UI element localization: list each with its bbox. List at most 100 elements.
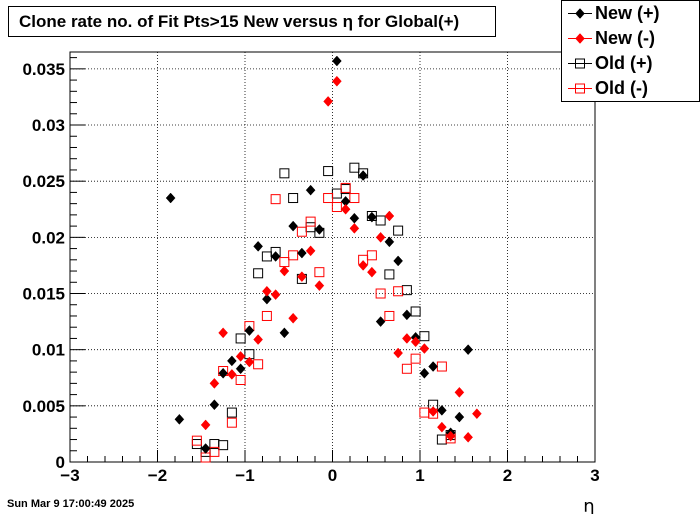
data-point <box>297 247 307 259</box>
legend-entry: New (-) <box>562 26 699 51</box>
legend-entry: Old (+) <box>562 51 699 76</box>
data-point <box>437 404 447 416</box>
data-point <box>235 363 246 375</box>
data-point <box>200 452 211 463</box>
data-point <box>288 312 298 324</box>
legend-label: New (+) <box>595 3 660 23</box>
data-point <box>279 327 290 339</box>
y-tick-label: 0.005 <box>22 397 65 416</box>
data-point <box>297 271 307 283</box>
data-point <box>323 96 333 107</box>
legend-marker <box>575 33 585 44</box>
axis-ticks: −3 −2 −1 0 1 2 3 0 0.005 0.01 0.015 0.02 0.025 0.03 0.… <box>22 57 600 485</box>
data-point <box>262 293 272 305</box>
legend-marker <box>575 8 585 19</box>
data-point <box>349 193 360 204</box>
data-point <box>226 417 237 428</box>
data-point <box>305 184 316 196</box>
data-point <box>227 355 237 367</box>
data-point <box>218 440 229 451</box>
y-tick-label: 0.02 <box>32 228 65 247</box>
data-point <box>226 407 237 418</box>
data-point <box>472 408 482 420</box>
data-point <box>349 222 360 234</box>
chart-title: Clone rate no. of Fit Pts>15 New versus … <box>8 6 496 37</box>
data-point <box>209 399 220 411</box>
data-point <box>253 334 263 345</box>
data-point <box>428 361 438 372</box>
series-3 <box>191 182 456 463</box>
data-point <box>410 336 421 348</box>
data-point <box>235 333 246 344</box>
data-point <box>332 75 342 87</box>
data-point <box>393 286 404 297</box>
data-point <box>323 166 334 177</box>
data-point <box>296 226 307 237</box>
legend: New (+) New (-) Old (+) Old (-) <box>561 0 700 102</box>
legend-symbol <box>568 8 592 19</box>
x-tick-label: 1 <box>415 466 424 485</box>
data-point <box>305 222 316 233</box>
data-point <box>384 210 395 222</box>
data-point <box>436 361 447 372</box>
data-point <box>209 377 220 389</box>
data-point <box>288 220 298 232</box>
data-point <box>463 344 473 356</box>
data-point <box>384 236 395 248</box>
legend-entry: New (+) <box>562 1 699 26</box>
data-point <box>305 245 316 257</box>
x-axis-label: η <box>583 496 594 514</box>
data-point <box>323 193 334 204</box>
data-point <box>270 289 281 301</box>
data-point <box>402 309 412 321</box>
legend-marker <box>575 83 585 94</box>
data-point <box>375 288 386 299</box>
y-tick-label: 0 <box>56 453 65 472</box>
data-point <box>305 216 316 227</box>
x-tick-label: −2 <box>148 466 167 485</box>
data-point <box>244 356 255 368</box>
data-point <box>410 353 421 364</box>
data-point <box>200 443 211 454</box>
data-point <box>419 407 430 418</box>
data-point <box>375 316 386 327</box>
data-point <box>270 194 281 205</box>
data-point <box>349 162 360 173</box>
data-point <box>419 343 430 354</box>
data-points <box>165 55 482 463</box>
y-tick-label: 0.015 <box>22 285 65 304</box>
data-point <box>437 421 447 433</box>
legend-symbol <box>568 33 592 44</box>
data-point <box>331 202 342 213</box>
y-tick-label: 0.025 <box>22 172 65 191</box>
data-point <box>209 446 220 457</box>
x-tick-label: −1 <box>235 466 254 485</box>
data-point <box>235 375 246 385</box>
legend-marker <box>575 58 585 69</box>
data-point <box>244 325 255 336</box>
data-point <box>174 413 185 425</box>
legend-label: Old (+) <box>595 53 653 73</box>
x-tick-label: 0 <box>328 466 337 485</box>
data-point <box>332 55 342 67</box>
data-point <box>384 269 395 280</box>
data-point <box>331 188 342 199</box>
data-point <box>200 419 211 431</box>
data-point <box>367 266 377 278</box>
data-point <box>419 331 430 342</box>
data-point <box>279 168 290 179</box>
data-point <box>288 250 299 261</box>
data-point <box>261 310 272 321</box>
data-point <box>402 333 412 344</box>
legend-symbol <box>568 83 592 94</box>
data-point <box>227 369 237 380</box>
data-point <box>253 268 264 279</box>
data-point <box>454 411 465 423</box>
data-point <box>218 367 228 379</box>
data-point <box>410 306 421 317</box>
data-point <box>375 215 386 226</box>
data-point <box>358 260 368 271</box>
x-tick-label: −3 <box>60 466 79 485</box>
data-point <box>270 251 281 262</box>
legend-entry: Old (-) <box>562 76 699 101</box>
